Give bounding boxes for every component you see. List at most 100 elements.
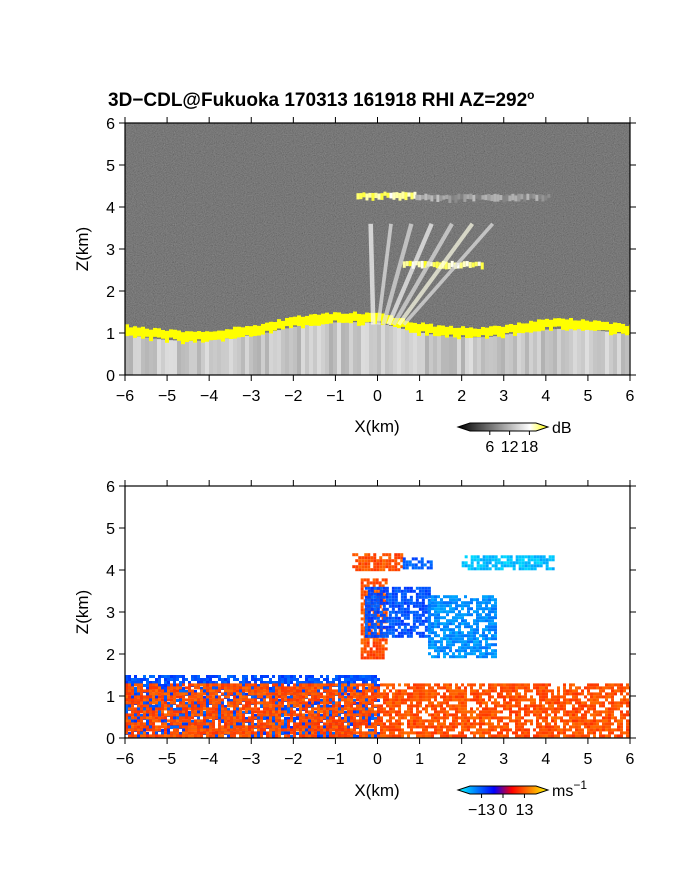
cell: [275, 689, 278, 693]
cell: [419, 725, 422, 729]
cell: [212, 731, 215, 735]
cell: [329, 686, 332, 690]
cell: [218, 734, 221, 738]
cell: [569, 725, 572, 729]
cell: [281, 689, 284, 693]
cell: [617, 707, 620, 711]
cell: [587, 710, 590, 714]
cell: [386, 713, 389, 717]
cell: [296, 708, 299, 711]
cell: [161, 329, 165, 339]
cell: [305, 686, 308, 690]
cell: [305, 704, 308, 708]
cell: [512, 683, 515, 687]
cell: [317, 695, 320, 699]
cell: [587, 731, 590, 735]
cell: [376, 562, 380, 566]
cell: [272, 681, 275, 684]
cell: [206, 675, 209, 678]
cell: [317, 716, 320, 720]
cell: [338, 699, 341, 702]
cell: [356, 711, 359, 714]
cell: [584, 716, 587, 720]
cell: [380, 722, 383, 726]
cell: [452, 704, 455, 708]
cell: [308, 728, 311, 732]
cell: [317, 690, 320, 693]
cell: [212, 728, 215, 732]
cell: [265, 322, 269, 331]
cell: [344, 713, 347, 717]
cell: [257, 325, 261, 336]
cell: [497, 710, 500, 714]
cell: [155, 732, 158, 735]
cell: [358, 556, 362, 560]
cell: [527, 558, 531, 562]
cell: [425, 725, 428, 729]
cell: [182, 734, 185, 738]
cell: [491, 683, 494, 687]
backscatter-x-ticks: −6 −5 −4 −3 −2 −1 0 1 2 3 4 5 6: [116, 117, 635, 405]
cell: [329, 731, 332, 735]
cell: [404, 692, 407, 696]
cell: [602, 695, 605, 699]
cell: [605, 331, 609, 375]
cell: [194, 728, 197, 732]
cell: [239, 692, 242, 696]
cell: [305, 689, 308, 693]
cell: [412, 613, 416, 617]
cell: [557, 689, 560, 693]
cell: [359, 701, 362, 705]
cell: [383, 728, 386, 732]
cell: [221, 713, 224, 717]
cell: [479, 692, 482, 696]
cell: [305, 719, 308, 723]
cell: [320, 735, 323, 738]
cell: [428, 628, 431, 632]
cell: [455, 686, 458, 690]
cell: [362, 678, 365, 681]
cell: [149, 716, 152, 720]
cell: [353, 725, 356, 729]
cell: [285, 328, 289, 375]
cell: [134, 690, 137, 693]
cell: [332, 704, 335, 708]
cell: [494, 686, 497, 690]
cell: [455, 683, 458, 687]
cell: [458, 701, 461, 705]
cell: [182, 707, 185, 711]
cell: [494, 555, 498, 559]
cell: [371, 734, 374, 738]
cell: [369, 650, 373, 654]
cell: [539, 731, 542, 735]
cell: [353, 701, 356, 705]
cell: [363, 650, 367, 654]
cell: [386, 710, 389, 714]
cell: [290, 719, 293, 723]
cell: [596, 695, 599, 699]
cell: [128, 695, 131, 699]
cell: [418, 634, 422, 638]
cell: [245, 704, 248, 708]
cell: [391, 607, 395, 611]
cell: [278, 684, 281, 687]
cell: [617, 683, 620, 687]
cell: [605, 716, 608, 720]
cell: [512, 561, 516, 565]
cell: [464, 716, 467, 720]
cell: [164, 701, 167, 705]
cell: [197, 701, 200, 705]
cell: [401, 191, 405, 199]
cell: [482, 707, 485, 711]
cell: [350, 707, 353, 711]
cell: [476, 558, 480, 562]
cell: [374, 684, 377, 687]
cell: [500, 683, 503, 687]
cell: [359, 193, 363, 200]
cell: [599, 695, 602, 699]
cell: [200, 695, 203, 699]
cell: [378, 605, 382, 609]
cell: [494, 734, 497, 738]
cell: [388, 595, 392, 599]
cell: [344, 692, 347, 696]
